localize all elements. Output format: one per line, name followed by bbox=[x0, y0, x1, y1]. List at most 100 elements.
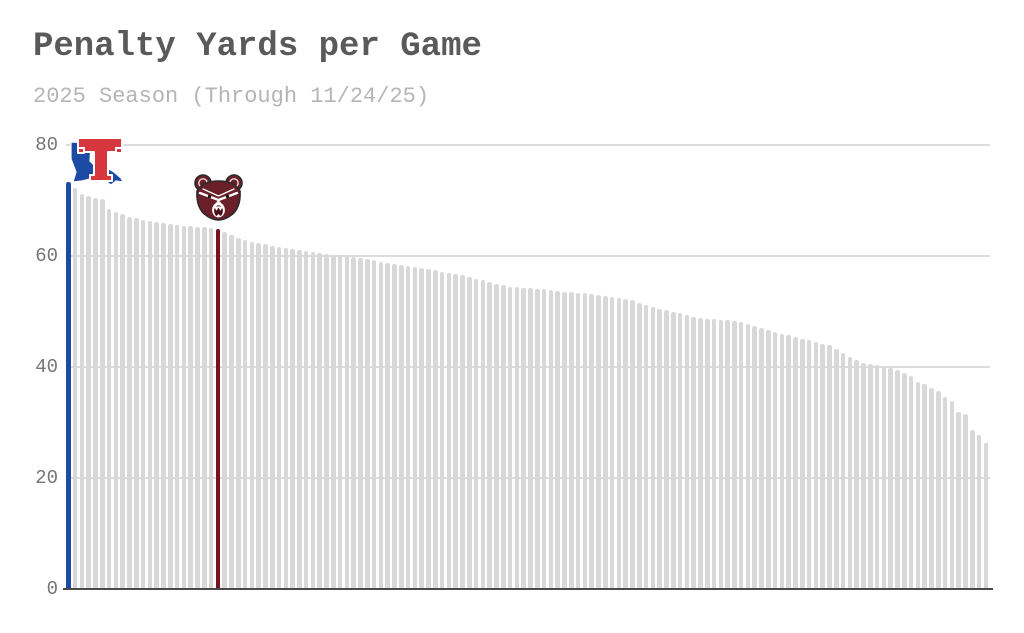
bar-team-24 bbox=[222, 232, 227, 589]
bar-team-4 bbox=[86, 196, 91, 589]
bar-team-15 bbox=[161, 223, 166, 589]
bar-team-136 bbox=[983, 442, 989, 589]
bar-team-90 bbox=[670, 311, 676, 589]
bar-team-25 bbox=[229, 234, 234, 589]
bar-team-58 bbox=[453, 273, 459, 589]
bar-team-45 bbox=[365, 259, 370, 589]
bar-team-131 bbox=[949, 401, 955, 589]
bar-team-12 bbox=[140, 219, 146, 589]
bar-team-26 bbox=[235, 237, 241, 589]
bar-team-53 bbox=[419, 268, 425, 589]
bar-team-122 bbox=[888, 367, 894, 589]
bar-team-104 bbox=[766, 330, 771, 589]
bar-team-42 bbox=[344, 256, 350, 589]
bar-team-107 bbox=[786, 335, 792, 589]
bar-team-64 bbox=[494, 283, 499, 589]
bar-team-48 bbox=[385, 262, 391, 589]
bar-team-8 bbox=[113, 212, 119, 589]
bar-team-97 bbox=[718, 319, 724, 589]
bar-team-57 bbox=[446, 272, 452, 589]
bar-team-79 bbox=[596, 294, 601, 589]
bar-team-61 bbox=[473, 278, 479, 589]
bar-team-16 bbox=[167, 223, 173, 589]
bar-team-116 bbox=[847, 356, 853, 589]
bar-team-99 bbox=[732, 320, 737, 589]
bar-team-29 bbox=[256, 243, 261, 589]
bar-team-119 bbox=[868, 363, 873, 589]
bar-team-70 bbox=[534, 288, 540, 589]
bar-team-100 bbox=[738, 322, 744, 589]
bar-team-56 bbox=[439, 271, 445, 589]
bar-team-114 bbox=[834, 348, 839, 589]
bar-team-108 bbox=[793, 337, 798, 589]
bar-team-31 bbox=[269, 245, 275, 589]
bar-team-109 bbox=[800, 338, 805, 589]
bar-team-77 bbox=[582, 293, 588, 589]
bar-team-93 bbox=[691, 316, 696, 589]
bar-team-44 bbox=[358, 258, 363, 589]
bar-team-49 bbox=[392, 263, 397, 589]
bar-team-74 bbox=[562, 291, 567, 589]
bar-team-111 bbox=[813, 342, 819, 589]
bar-team-72 bbox=[548, 290, 554, 589]
chart-title: Penalty Yards per Game bbox=[33, 28, 482, 66]
bar-team-134 bbox=[969, 430, 975, 589]
bar-team-67 bbox=[514, 287, 520, 589]
bar-team-59 bbox=[460, 275, 465, 589]
bar-team-34 bbox=[290, 248, 295, 589]
bar-team-78 bbox=[589, 293, 594, 589]
x-axis-line bbox=[63, 588, 993, 590]
missouri-state-bear-logo bbox=[194, 174, 243, 221]
bar-team-129 bbox=[936, 391, 941, 589]
bar-team-124 bbox=[902, 373, 907, 589]
gridline-80 bbox=[66, 144, 990, 146]
bar-team-73 bbox=[555, 291, 560, 589]
bar-team-6 bbox=[99, 199, 105, 589]
bar-team-71 bbox=[541, 289, 547, 589]
bar-team-22 bbox=[208, 228, 214, 589]
bar-team-130 bbox=[942, 397, 948, 589]
bar-team-96 bbox=[711, 319, 717, 589]
bar-team-32 bbox=[276, 246, 282, 589]
bar-team-7 bbox=[106, 209, 112, 589]
bar-team-94 bbox=[698, 317, 703, 589]
gridline-20 bbox=[66, 477, 990, 479]
bar-team-46 bbox=[371, 260, 377, 589]
bar-team-89 bbox=[664, 310, 669, 589]
bar-team-33 bbox=[283, 247, 289, 589]
bar-team-66 bbox=[507, 286, 513, 589]
bar-team-98 bbox=[725, 320, 730, 589]
bar-team-91 bbox=[677, 313, 683, 589]
bar-team-36 bbox=[303, 251, 309, 589]
bar-team-127 bbox=[922, 384, 927, 589]
bar-team-82 bbox=[616, 298, 622, 589]
bar-team-37 bbox=[310, 252, 316, 589]
bar-team-68 bbox=[521, 287, 526, 589]
bar-team-84 bbox=[630, 300, 635, 589]
bar-team-40 bbox=[331, 254, 336, 589]
bar-team-87 bbox=[650, 307, 656, 589]
bar-team-20 bbox=[195, 226, 200, 589]
bar-team-2 bbox=[72, 187, 78, 589]
bar-chart-plot-area bbox=[63, 144, 993, 590]
bar-team-47 bbox=[378, 261, 384, 589]
bar-team-63 bbox=[487, 282, 492, 589]
bar-team-19 bbox=[188, 226, 193, 589]
bar-team-121 bbox=[881, 365, 887, 589]
bar-team-105 bbox=[772, 332, 778, 589]
bar-team-88 bbox=[657, 308, 662, 589]
bar-team-55 bbox=[433, 270, 438, 589]
bar-team-102 bbox=[752, 325, 758, 589]
bar-team-112 bbox=[820, 343, 826, 589]
bar-team-106 bbox=[779, 333, 785, 589]
bar-team-118 bbox=[861, 362, 866, 589]
bar-team-81 bbox=[609, 297, 615, 589]
bar-team-60 bbox=[467, 277, 472, 589]
bar-team-126 bbox=[915, 382, 921, 589]
bar-series bbox=[66, 145, 990, 589]
y-tick-label-40: 40 bbox=[35, 356, 58, 378]
y-tick-label-80: 80 bbox=[35, 134, 58, 156]
bar-team-103 bbox=[759, 328, 764, 589]
bar-team-13 bbox=[147, 221, 153, 589]
bar-team-110 bbox=[806, 340, 812, 589]
